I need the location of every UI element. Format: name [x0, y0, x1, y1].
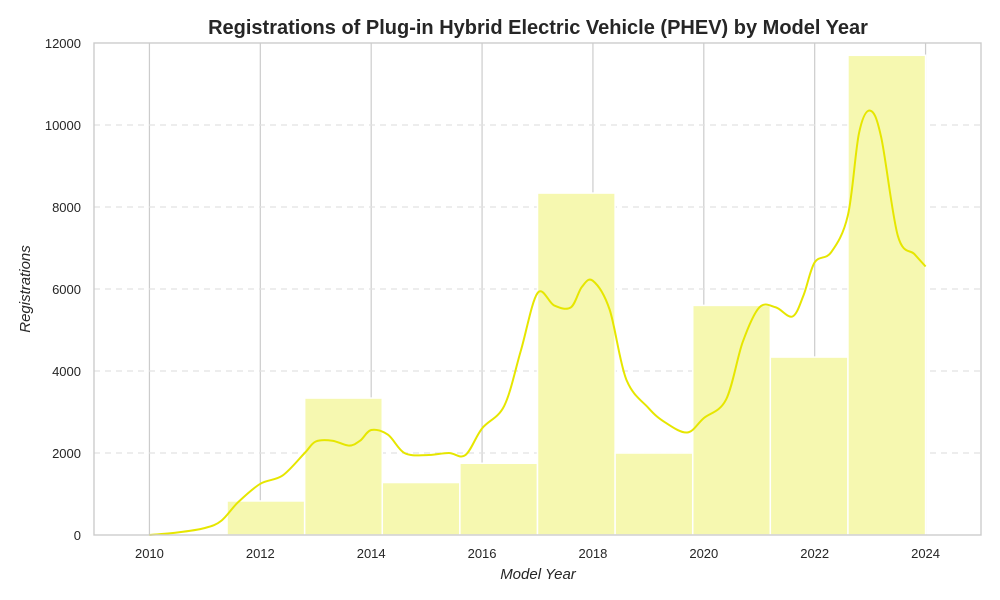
- chart-title: Registrations of Plug-in Hybrid Electric…: [208, 17, 868, 39]
- x-tick-label-4: 2018: [578, 546, 607, 561]
- x-tick-label-1: 2012: [246, 546, 275, 561]
- bar-7: [691, 304, 772, 536]
- bar-5: [536, 192, 616, 536]
- bar-1: [226, 500, 306, 536]
- bar-4: [459, 462, 539, 536]
- x-tick-label-2: 2014: [357, 546, 386, 561]
- x-tick-label-5: 2020: [689, 546, 718, 561]
- x-tick-label-3: 2016: [468, 546, 497, 561]
- y-axis-label: Registrations: [17, 245, 34, 333]
- x-tick-label-7: 2024: [911, 546, 940, 561]
- x-tick-labels: 2010 2012 2014 2016 2018 2020 2022 2024: [135, 546, 940, 561]
- plot-frame: [93, 42, 982, 536]
- x-axis-label: Model Year: [500, 566, 577, 583]
- y-tick-label-4: 8000: [52, 200, 81, 215]
- bar-3: [381, 481, 461, 536]
- bar-9: [847, 54, 927, 536]
- x-tick-label-6: 2022: [800, 546, 829, 561]
- bar-8: [769, 356, 849, 536]
- bar-2: [303, 397, 384, 536]
- y-tick-label-2: 4000: [52, 364, 81, 379]
- kde-line: [149, 109, 927, 536]
- y-tick-labels: 0 2000 4000 6000 8000 10000 12000: [45, 36, 81, 543]
- y-tick-label-3: 6000: [52, 282, 81, 297]
- y-tick-label-5: 10000: [45, 118, 81, 133]
- histogram-bars: [226, 54, 927, 536]
- x-tick-label-0: 2010: [135, 546, 164, 561]
- y-tick-label-0: 0: [74, 528, 81, 543]
- y-tick-label-1: 2000: [52, 446, 81, 461]
- y-tick-label-6: 12000: [45, 36, 81, 51]
- bar-6: [614, 452, 694, 536]
